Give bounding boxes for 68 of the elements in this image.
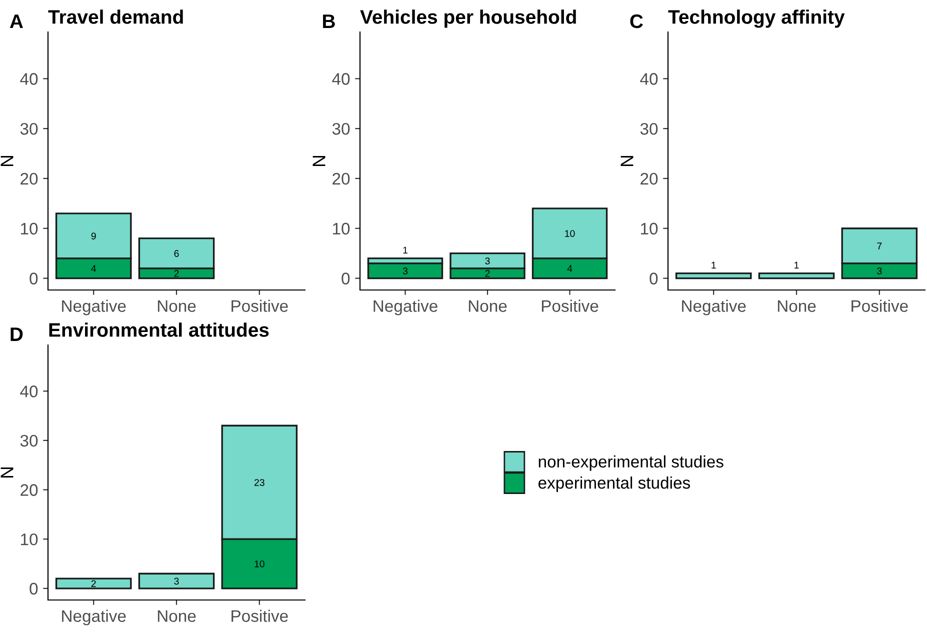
data-label: 23 — [254, 479, 264, 486]
y-axis-title: N — [0, 156, 14, 166]
x-tick-label: Negative — [62, 300, 126, 316]
data-label: 7 — [877, 242, 882, 250]
data-label: 10 — [254, 560, 264, 568]
x-tick-label: Positive — [542, 300, 598, 312]
bar — [55, 578, 132, 590]
chart-title: Technology affinity — [668, 10, 845, 28]
x-tick-label: None — [778, 300, 816, 312]
y-tick-label: 20 — [20, 484, 38, 496]
x-tick-label: Positive — [232, 300, 288, 312]
legend-label: experimental studies — [538, 476, 690, 492]
y-tick-label: 20 — [332, 172, 350, 185]
text: C — [630, 14, 643, 28]
x-tick-label: Negative — [374, 300, 438, 316]
data-label: 10 — [565, 230, 575, 237]
y-tick-label: 30 — [640, 122, 658, 135]
x-tick-label: Positive — [852, 300, 908, 312]
data-label: 9 — [91, 232, 96, 240]
y-tick-label: 40 — [332, 73, 350, 85]
data-label: 6 — [174, 250, 179, 257]
data-label: 1 — [403, 246, 408, 254]
y-tick-label: 20 — [20, 172, 38, 185]
y-tick-label: 0 — [650, 272, 658, 284]
data-label: 3 — [485, 258, 490, 264]
y-tick-label: 0 — [30, 272, 38, 284]
x-tick-label: None — [158, 610, 196, 622]
x-tick-label: None — [468, 300, 507, 312]
y-tick-label: 30 — [20, 122, 38, 135]
bar — [138, 572, 215, 590]
y-tick-label: 40 — [20, 73, 38, 85]
y-tick-label: 20 — [640, 172, 658, 185]
y-axis-title: N — [0, 467, 14, 478]
bar — [758, 272, 835, 280]
chart-title: Environmental attitudes — [49, 322, 269, 337]
data-label: 3 — [877, 268, 882, 274]
y-tick-label: 0 — [30, 582, 38, 595]
y-tick-label: 30 — [332, 122, 350, 135]
y-tick-label: 10 — [21, 533, 38, 546]
chart-title: Travel demand — [48, 10, 183, 24]
data-label: 4 — [567, 265, 572, 272]
data-label: 2 — [174, 270, 179, 277]
y-tick-label: 0 — [342, 272, 350, 284]
x-tick-label: Negative — [682, 300, 746, 316]
y-axis-title: N — [620, 156, 634, 166]
text: A — [10, 14, 23, 28]
x-tick-label: None — [158, 300, 196, 312]
y-tick-label: 10 — [641, 222, 658, 235]
legend-label: non-experimental studies — [538, 455, 724, 471]
data-label: 4 — [91, 265, 96, 272]
data-label: 1 — [794, 262, 799, 268]
y-tick-label: 40 — [640, 73, 658, 85]
text: D — [10, 328, 23, 341]
data-label: 2 — [485, 270, 490, 277]
y-tick-label: 30 — [20, 434, 38, 447]
data-label: 3 — [402, 268, 408, 274]
data-label: 3 — [174, 578, 179, 585]
text: B — [323, 14, 335, 28]
y-axis-title: N — [312, 156, 326, 166]
y-tick-label: 10 — [21, 222, 38, 235]
data-label: 1 — [712, 262, 716, 268]
data-label: 2 — [91, 580, 96, 587]
x-tick-label: Negative — [62, 610, 126, 626]
bar — [675, 272, 752, 280]
y-tick-label: 10 — [333, 222, 350, 235]
x-tick-label: Positive — [232, 610, 288, 622]
chart-title: Vehicles per household — [360, 10, 576, 28]
y-tick-label: 40 — [20, 386, 38, 398]
